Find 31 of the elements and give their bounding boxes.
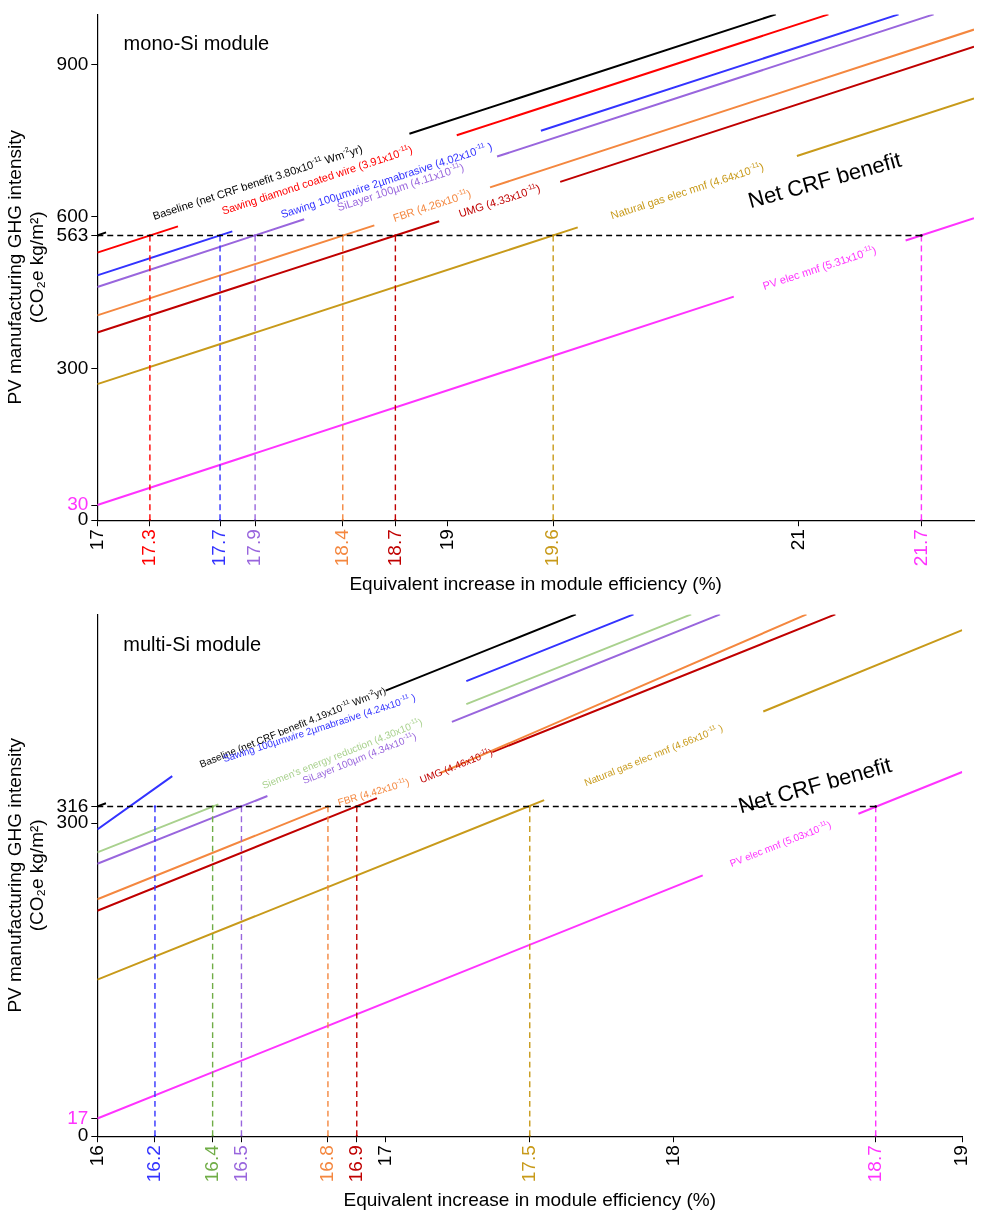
x-tick-label: 17.9 — [243, 529, 265, 567]
y-tick-label: 600 — [56, 204, 89, 226]
x-tick-label: 18.7 — [383, 529, 405, 567]
x-tick-label: 18.4 — [331, 528, 353, 567]
y-tick-label: 563 — [56, 223, 89, 245]
x-tick-label: 18.7 — [863, 1145, 885, 1183]
x-axis-title: Equivalent increase in module efficiency (%) — [343, 1188, 716, 1210]
x-tick-label: 16.5 — [229, 1145, 251, 1183]
y-tick-label: 900 — [56, 53, 89, 75]
x-axis-title: Equivalent increase in module efficiency (%) — [349, 572, 722, 594]
x-tick-label: 21 — [786, 529, 808, 551]
annotation: multi-Si module — [123, 633, 262, 656]
x-tick-label: 16.2 — [143, 1145, 165, 1183]
y-tick-label: 300 — [56, 356, 89, 378]
x-tick-label: 17 — [373, 1145, 395, 1167]
x-tick-label: 21.7 — [909, 529, 931, 567]
x-tick-label: 19.6 — [541, 529, 563, 567]
y-axis-title: PV manufacturing GHG intensity (CO₂e kg/m²) — [3, 129, 48, 405]
x-tick-label: 16.8 — [316, 1145, 338, 1183]
x-tick-label: 19 — [436, 529, 458, 551]
x-tick-label: 16.4 — [200, 1144, 222, 1183]
x-tick-label: 18 — [662, 1145, 684, 1167]
x-tick-label: 17.3 — [138, 529, 160, 567]
x-tick-label: 17.7 — [208, 529, 230, 567]
x-tick-label: 16.9 — [345, 1145, 366, 1183]
x-tick-label: 16 — [85, 1145, 107, 1167]
x-tick-label: 17.5 — [517, 1145, 539, 1183]
x-tick-label: 19 — [950, 1145, 972, 1167]
y-axis-title: PV manufacturing GHG intensity (CO₂e kg/m²) — [3, 737, 48, 1013]
annotation: Net CRF benefit — [735, 752, 895, 819]
annotation: mono-Si module — [123, 32, 270, 55]
